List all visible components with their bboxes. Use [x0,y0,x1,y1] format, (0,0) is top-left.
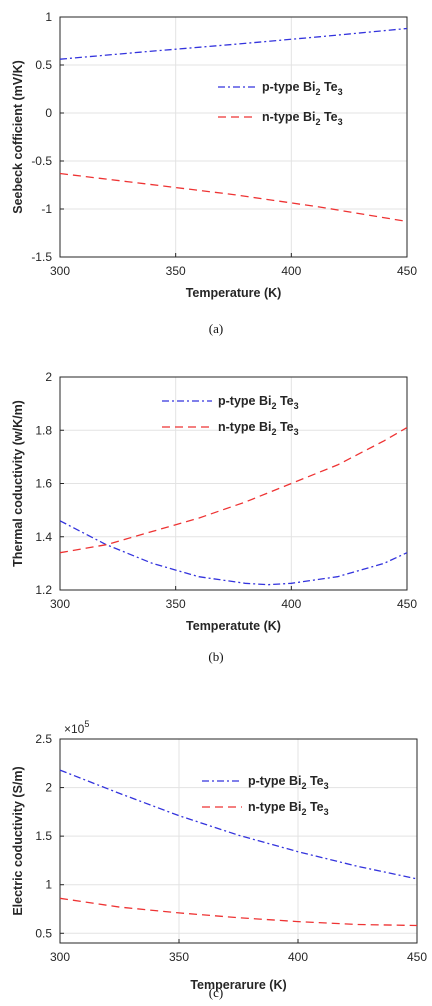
y-tick-label: 2 [45,370,52,384]
y-tick-label: -0.5 [31,154,52,168]
x-tick-label: 300 [50,597,70,611]
y-tick-label: 2 [45,781,52,795]
y-tick-label: 1 [45,10,52,24]
x-axis-label: Temperature (K) [186,286,282,300]
x-axis-label: Temperatute (K) [186,619,281,633]
chart-3: 300 350 400 450 0.5 1 1.5 2 2.5 ×105 Temperarure (… [11,719,427,1000]
legend-entry-1: p-type Bi2 Te3 [218,394,299,411]
x-tick-label: 400 [288,950,308,964]
axis-multiplier: ×105 [64,719,89,736]
y-tick-label: 2.5 [35,732,52,746]
axes-frame [59,16,408,258]
x-tick-label: 450 [397,264,417,278]
x-axis-label: Temperarure (K) [190,978,286,992]
axes-frame [59,738,418,944]
y-tick-label: -1.5 [31,250,52,264]
y-tick-label: 1.4 [35,530,52,544]
x-tick-label: 300 [50,950,70,964]
y-axis-label: Thermal coductivity (w/K/m) [11,400,25,567]
series-line-1 [59,769,418,880]
figure-caption: (c) [209,985,223,1000]
x-tick-label: 350 [166,264,186,278]
figure-caption: (a) [209,321,223,336]
plot-area [60,739,417,943]
y-tick-label: 1.5 [35,829,52,843]
y-tick-label: -1 [41,202,52,216]
series-line-2 [59,427,408,554]
chart-2: 300 350 400 450 1.2 1.4 1.6 1.8 2 Temperatute (K)… [11,370,417,664]
x-tick-label: 350 [166,597,186,611]
y-tick-label: 0.5 [35,926,52,940]
series-line-2 [59,172,408,223]
series-line-1 [59,520,408,586]
x-tick-label: 400 [281,597,301,611]
figure-caption: (b) [208,649,223,664]
x-tick-label: 400 [281,264,301,278]
legend-entry-2: n-type Bi2 Te3 [248,800,329,817]
y-tick-label: 0 [45,106,52,120]
y-tick-label: 1.6 [35,477,52,491]
x-tick-label: 350 [169,950,189,964]
y-axis-label: Electric coductivity (S/m) [11,766,25,915]
chart-1: 300 350 400 450 -1.5 -1 -0.5 0 0.5 1 Temperature (… [11,10,417,336]
plot-area [60,17,407,257]
legend-entry-1: p-type Bi2 Te3 [262,80,343,97]
x-tick-label: 300 [50,264,70,278]
y-tick-label: 1 [45,878,52,892]
series-line-1 [59,27,408,60]
legend-entry-2: n-type Bi2 Te3 [218,420,299,437]
y-tick-label: 1.8 [35,423,52,437]
x-tick-label: 450 [407,950,427,964]
legend-entry-2: n-type Bi2 Te3 [262,110,343,127]
y-tick-label: 1.2 [35,583,52,597]
y-tick-label: 0.5 [35,58,52,72]
y-axis-label: Seebeck cofficient (mV/K) [11,60,25,214]
x-tick-label: 450 [397,597,417,611]
legend-entry-1: p-type Bi2 Te3 [248,774,329,791]
